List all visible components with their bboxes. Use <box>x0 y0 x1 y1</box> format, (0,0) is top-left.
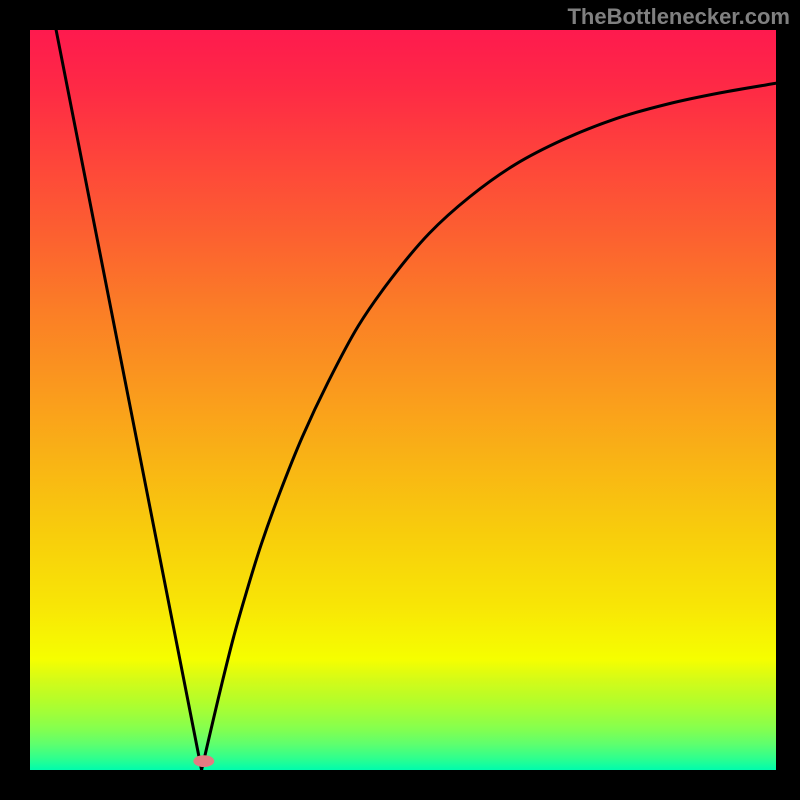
gradient-background <box>30 30 776 770</box>
bottleneck-marker <box>193 755 214 767</box>
watermark-text: TheBottlenecker.com <box>567 4 790 30</box>
chart-container: TheBottlenecker.com <box>0 0 800 800</box>
plot-svg <box>30 30 776 770</box>
